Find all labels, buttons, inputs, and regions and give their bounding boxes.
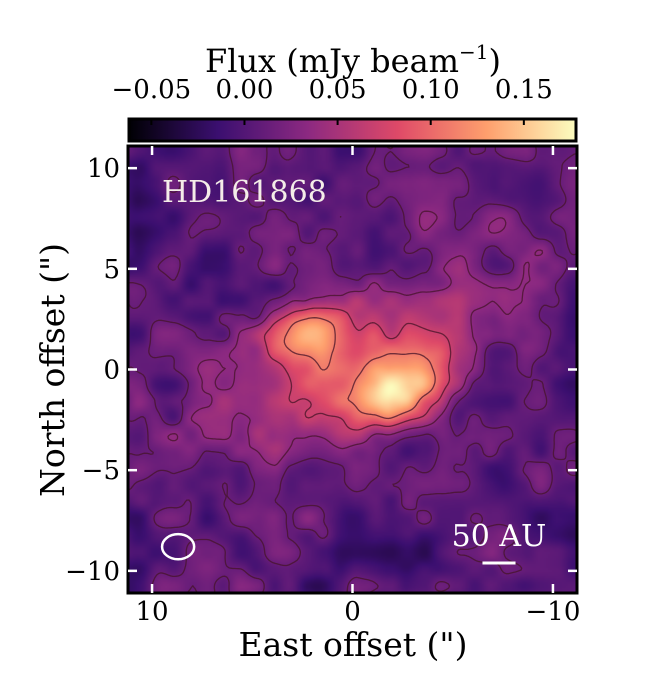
y-tick-label: −10 [65, 557, 120, 587]
contour-line [283, 317, 436, 420]
y-tick-label: 0 [103, 356, 120, 386]
contour-line [128, 146, 577, 593]
map-layer [128, 146, 577, 593]
x-tick-label: 10 [136, 597, 169, 627]
colorbar-label-close: ) [489, 42, 501, 80]
x-axis-label: East offset (") [239, 625, 468, 664]
flux-contours [128, 146, 577, 593]
y-axis-label: North offset (") [33, 243, 72, 497]
colorbar-label-main: Flux (mJy beam [205, 42, 459, 80]
beam-ellipse [160, 532, 196, 561]
colorbar-tick-label: 0.10 [402, 75, 460, 105]
scalebar-label: 50 AU [452, 519, 547, 554]
x-tick-label: −10 [526, 597, 581, 627]
colorbar-tick-label: 0.00 [216, 75, 274, 105]
y-tick-label: −5 [82, 456, 120, 486]
y-tick-label: 5 [103, 255, 120, 285]
colorbar [127, 117, 578, 143]
colorbar-label-exponent: −1 [459, 40, 488, 64]
colorbar-tick-label: 0.15 [495, 75, 553, 105]
colorbar-label: Flux (mJy beam−1) [205, 40, 501, 80]
contour-line [263, 307, 452, 431]
axis-ticks: 10 0 −10 10 5 0 −5 −10 [65, 146, 580, 627]
colorbar-tick-label: −0.05 [112, 75, 192, 105]
x-tick-label: 0 [344, 597, 361, 627]
y-tick-label: 10 [87, 154, 120, 184]
target-label: HD161868 [162, 175, 327, 210]
flux-map-image [128, 146, 577, 593]
colorbar-ticks: −0.05 0.00 0.05 0.10 0.15 [112, 75, 553, 125]
colorbar-tick-label: 0.05 [309, 75, 367, 105]
contour-line [167, 210, 544, 467]
